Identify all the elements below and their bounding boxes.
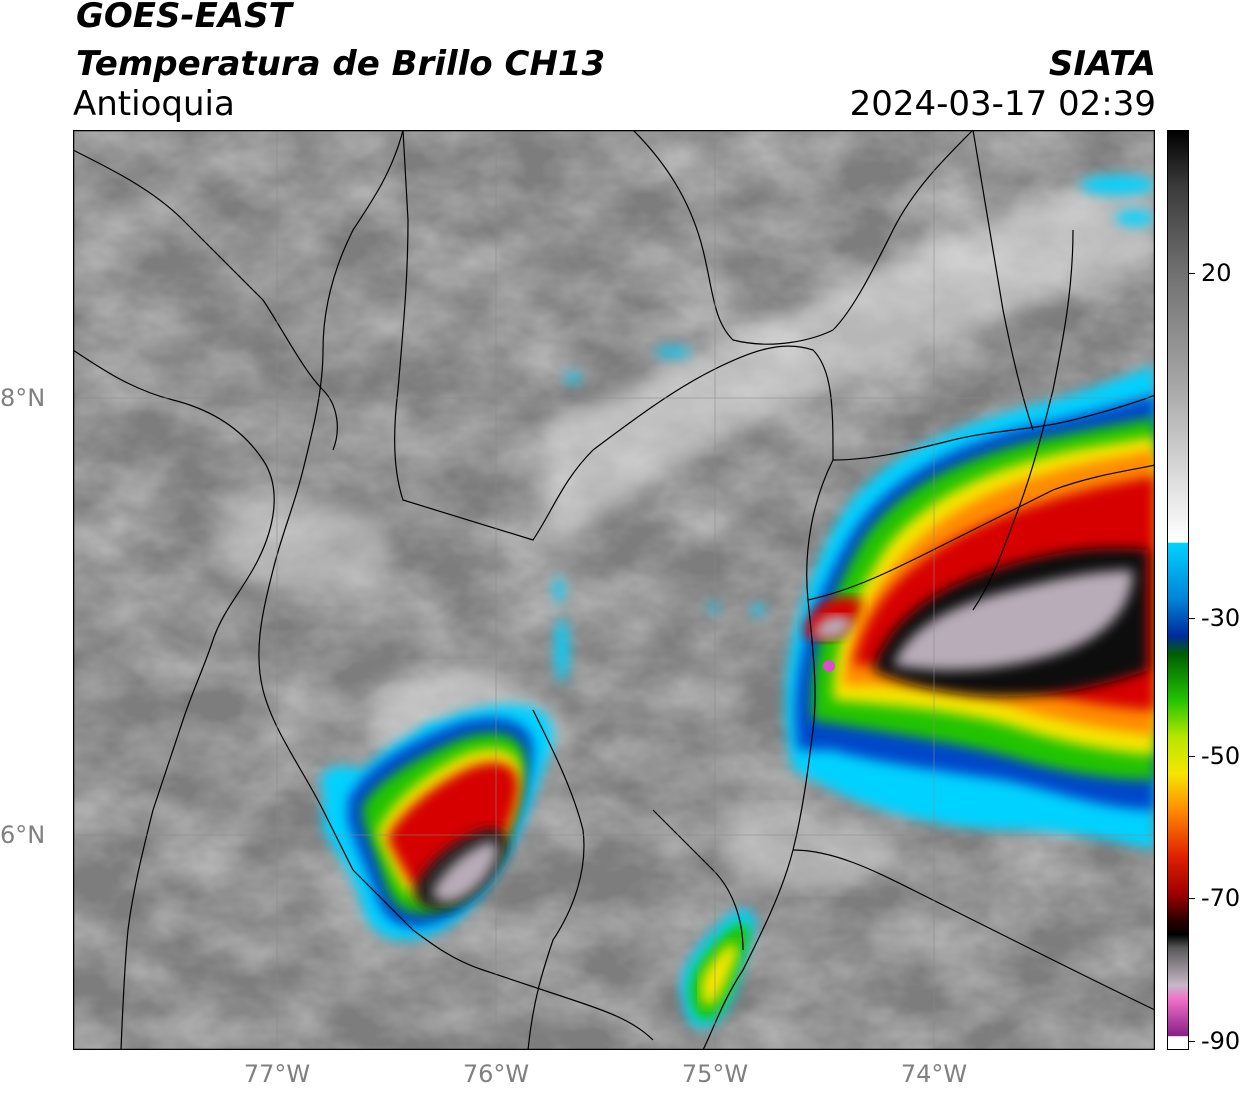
lon-label-77w: 77°W (243, 1060, 311, 1088)
lat-label-6n: 6°N (0, 821, 46, 849)
colorbar-tick-mark (1189, 898, 1195, 900)
lon-label-76w: 76°W (462, 1060, 530, 1088)
satellite-title: GOES-EAST (76, 0, 292, 36)
colorbar (1167, 130, 1189, 1050)
colorbar-tick-mark (1189, 1040, 1195, 1042)
colorbar-tick-label: -90 (1201, 1026, 1241, 1055)
colorbar-tick-mark (1189, 755, 1195, 757)
colorbar-tick-mark (1189, 272, 1195, 274)
colorbar-tick-label: 20 (1201, 258, 1232, 287)
lon-label-75w: 75°W (681, 1060, 749, 1088)
colorbar-tick-label: -50 (1201, 741, 1241, 770)
cloud-patch (223, 493, 394, 596)
map-border (73, 130, 1155, 1050)
storm-cell-south (681, 909, 756, 1029)
colorbar-tick-label: -30 (1201, 603, 1241, 632)
storm-cell-east (785, 365, 1155, 850)
datetime-label: 2024-03-17 02:39 (849, 84, 1156, 124)
cloud-band (543, 170, 1155, 550)
lon-label-74w: 74°W (900, 1060, 968, 1088)
storm-cell-southwest (320, 704, 554, 941)
boundaries (73, 130, 1155, 1050)
colorbar-tick-label: -70 (1201, 884, 1241, 913)
cloud-patch (723, 808, 894, 889)
product-title: Temperatura de Brillo CH13 (76, 44, 606, 84)
organization-label: SIATA (1048, 44, 1156, 84)
region-title: Antioquia (73, 84, 235, 124)
gridlines (73, 130, 1155, 1050)
brightness-temperature-map (73, 130, 1155, 1050)
lat-label-8n: 8°N (0, 384, 46, 412)
colorbar-tick-mark (1189, 617, 1195, 619)
